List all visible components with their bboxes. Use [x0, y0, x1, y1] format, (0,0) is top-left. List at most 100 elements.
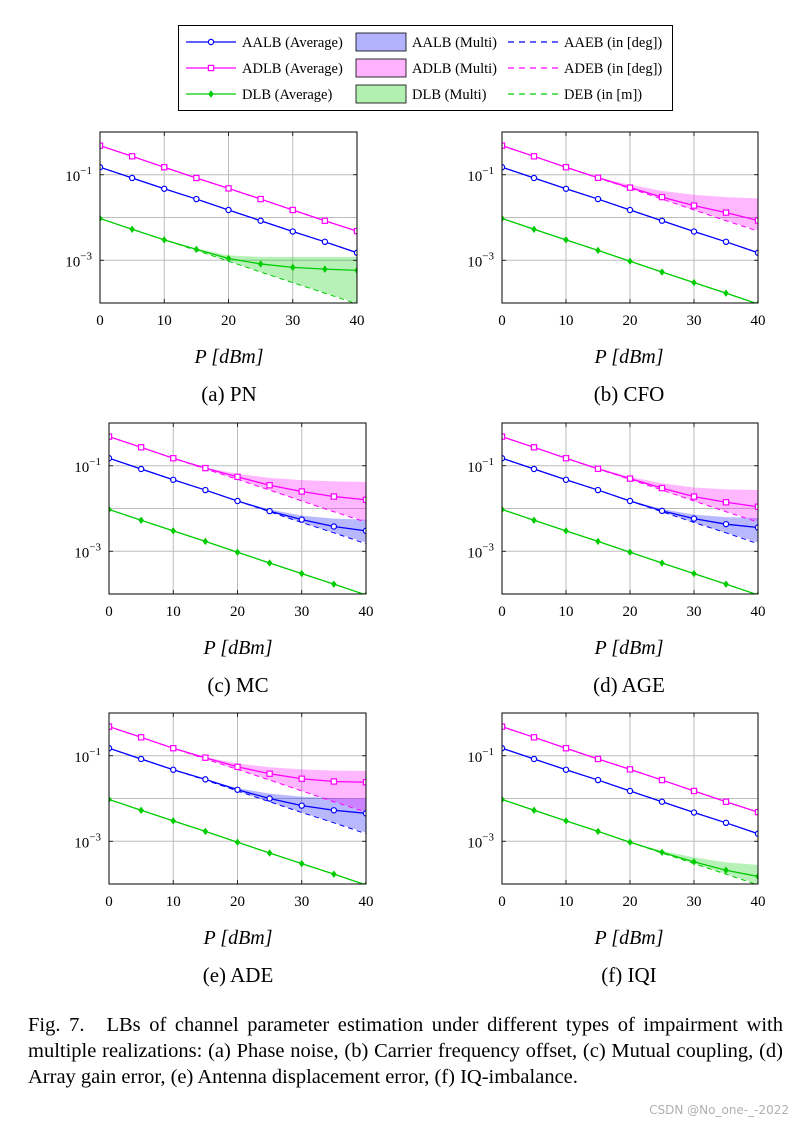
legend-label: ADLB (Multi) — [412, 61, 497, 77]
dlb-data-point — [170, 817, 177, 825]
legend-swatch — [355, 84, 407, 104]
dlb-data-point — [138, 516, 144, 524]
adlb-data-point — [170, 455, 177, 462]
adlb-data-point — [225, 185, 232, 192]
x-tick-label: 10 — [559, 604, 574, 620]
x-tick-label: 40 — [751, 313, 766, 329]
adlb-data-point — [193, 174, 200, 182]
adlb-data-point — [298, 775, 305, 782]
legend-label: AALB (Multi) — [412, 35, 497, 51]
aalb-data-point — [722, 520, 730, 528]
legend-label: DLB (Multi) — [412, 87, 487, 103]
adlb-data-point — [137, 444, 145, 451]
x-tick-label: 20 — [230, 894, 245, 910]
dlb-data-point — [193, 245, 200, 254]
legend-entry-adeb-in-deg: ADEB (in [deg]) — [508, 61, 662, 77]
x-tick-label: 30 — [294, 604, 309, 620]
aalb-data-point — [562, 476, 570, 483]
aalb-data-point — [137, 465, 145, 473]
adlb-data-point — [690, 493, 698, 500]
adlb-data-point — [257, 195, 264, 203]
aalb-data-point — [321, 238, 329, 246]
legend-entry-aalb-average: AALB (Average) — [186, 35, 343, 51]
chart-panel-4: 0 10 20 30 40 10−1 10−3 — [74, 712, 374, 910]
x-tick-label: 10 — [559, 313, 574, 329]
legend-diamond-marker — [208, 90, 214, 98]
legend-label: ADLB (Average) — [242, 61, 343, 77]
figure-label: Fig. 7. — [28, 1014, 85, 1036]
aalb-data-point — [502, 164, 506, 171]
dlb-data-point — [563, 527, 569, 535]
aalb-data-point — [257, 217, 264, 224]
adlb-data-point — [626, 184, 634, 191]
legend-entry-adlb-multi: ADLB (Multi) — [355, 58, 497, 78]
y-tick-label: 10−1 — [74, 456, 101, 476]
aalb-data-point — [626, 206, 634, 214]
aalb-data-point — [225, 206, 232, 214]
aalb-data-point — [594, 486, 602, 494]
x-tick-label: 30 — [687, 604, 702, 620]
legend: AALB (Average) AALB (Multi) AAEB (in [deg]… — [178, 25, 673, 111]
legend-entry-adlb-average: ADLB (Average) — [186, 61, 343, 77]
subcaption-f: (f) IQI — [601, 963, 657, 987]
legend-label: DLB (Average) — [242, 87, 332, 103]
adlb-data-point — [530, 444, 538, 451]
aalb-data-point — [502, 745, 506, 752]
aalb-data-point — [128, 174, 136, 182]
dlb-data-point — [723, 580, 729, 588]
aalb-data-point — [658, 798, 666, 805]
adlb-data-point — [594, 174, 602, 181]
aalb-data-point — [530, 174, 538, 182]
adlb-data-point — [321, 217, 329, 224]
dlb-data-point — [563, 236, 569, 244]
aalb-data-point — [161, 185, 168, 192]
adlb-data-point — [161, 164, 168, 171]
adlb-data-point — [137, 734, 145, 741]
adlb-data-point — [658, 193, 666, 201]
adlb-data-point — [626, 475, 634, 482]
adlb-data-point — [330, 778, 338, 785]
x-tick-label: 0 — [96, 313, 104, 329]
y-tick-label: 10−3 — [467, 831, 494, 851]
dlb-data-point — [202, 537, 209, 546]
adlb-data-point — [298, 488, 305, 495]
dlb-data-point — [331, 870, 337, 878]
chart-panel-5: 0 10 20 30 40 10−1 10−3 — [467, 712, 766, 910]
aalb-data-point — [170, 476, 177, 483]
x-tick-label: 40 — [751, 604, 766, 620]
chart-grid: 0 10 20 30 40 10−1 10−3 0 10 20 30 40 10−1 10−3 0 10 20 3… — [65, 131, 766, 910]
dlb-data-point — [723, 289, 729, 297]
x-tick-label: 0 — [105, 604, 113, 620]
adlb-data-point — [234, 473, 241, 481]
aalb-data-point — [722, 238, 730, 246]
aalb-data-point — [298, 802, 305, 809]
adlb-data-point — [562, 164, 570, 171]
legend-entry-aaeb-in-deg: AAEB (in [deg]) — [508, 35, 662, 51]
xlabel-e: P [dBm] — [203, 927, 273, 949]
dlb-data-point — [331, 580, 337, 588]
dlb-data-point — [170, 527, 177, 535]
x-tick-label: 40 — [751, 894, 766, 910]
aalb-data-point — [137, 755, 145, 763]
plot-area — [109, 433, 366, 594]
dlb-data-point — [234, 548, 241, 556]
y-tick-label: 10−3 — [467, 541, 494, 561]
aalb-data-point — [298, 516, 305, 523]
subcaption-a: (a) PN — [201, 382, 257, 406]
aalb-data-point — [626, 787, 634, 795]
adlb-data-point — [754, 217, 758, 224]
adlb-data-point — [722, 499, 730, 506]
aalb-data-point — [754, 249, 758, 256]
x-tick-label: 40 — [359, 604, 374, 620]
dlb-data-point — [531, 225, 537, 233]
adlb-data-point — [128, 153, 136, 160]
dlb-data-point — [563, 817, 569, 825]
aalb-data-point — [330, 807, 338, 814]
adlb-data-point — [266, 482, 273, 489]
dlb-data-point — [659, 559, 665, 567]
x-tick-label: 10 — [166, 604, 181, 620]
legend-entry-aalb-multi: AALB (Multi) — [355, 32, 497, 52]
aalb-data-point — [658, 507, 666, 515]
chart-panel-3: 0 10 20 30 40 10−1 10−3 — [467, 422, 766, 620]
dlb-data-point — [627, 548, 633, 556]
